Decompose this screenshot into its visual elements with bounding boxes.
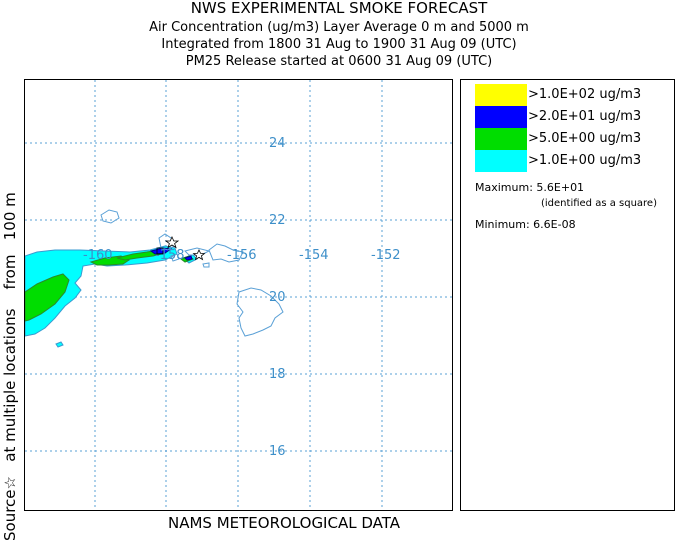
longitude-label: -160 [83, 248, 113, 263]
map-panel: -160 -158 -156 -154 -152 24 22 20 18 16 [24, 79, 453, 511]
source-star-icon [164, 236, 180, 249]
source-side-label: Source☆ at multiple locations from 100 m [1, 192, 19, 541]
legend-panel: >1.0E+02 ug/m3 >2.0E+01 ug/m3 >5.0E+00 u… [460, 79, 675, 511]
longitude-label: -158 [155, 248, 185, 263]
maximum-note: (identified as a square) [541, 198, 657, 209]
latitude-label: 24 [269, 136, 286, 151]
maximum-value: Maximum: 5.6E+01 [475, 181, 585, 194]
coastlines [100, 209, 284, 337]
plume-blue-area [184, 255, 193, 261]
subtitle-release: PM25 Release started at 0600 31 Aug 09 (… [185, 54, 493, 69]
maximum-square-marker [156, 247, 164, 255]
latitude-label: 18 [269, 367, 286, 382]
latitude-label: 20 [269, 290, 286, 305]
legend-label: >1.0E+02 ug/m3 [528, 87, 642, 102]
island-lanai [170, 253, 180, 262]
latitude-label: 22 [269, 213, 286, 228]
chart-title: NWS EXPERIMENTAL SMOKE FORECAST [190, 0, 488, 17]
plume-cyan-area [55, 341, 64, 348]
island-hawaii [236, 287, 284, 337]
subtitle-integration: Integrated from 1800 31 Aug to 1900 31 A… [161, 37, 517, 52]
latitude-labels: 24 22 20 18 16 [269, 136, 286, 459]
island-kahoolawe [202, 262, 210, 268]
legend-label: >1.0E+00 ug/m3 [528, 153, 642, 168]
legend-swatch [475, 128, 527, 150]
plume-cyan-area [25, 245, 178, 337]
island-molokai [184, 247, 211, 256]
legend-swatch [475, 150, 527, 172]
legend-swatch [475, 84, 527, 106]
island-maui [208, 243, 244, 263]
minimum-value: Minimum: 6.6E-08 [475, 218, 576, 231]
source-markers [164, 236, 206, 261]
graticule [25, 80, 452, 510]
legend-label: >2.0E+01 ug/m3 [528, 109, 642, 124]
longitude-labels: -160 -158 -156 -154 -152 [83, 248, 401, 263]
longitude-label: -152 [371, 248, 401, 263]
source-star-icon [192, 249, 206, 261]
legend-label: >5.0E+00 ug/m3 [528, 131, 642, 146]
longitude-label: -154 [299, 248, 329, 263]
map-canvas: -160 -158 -156 -154 -152 24 22 20 18 16 [25, 80, 452, 510]
subtitle-concentration: Air Concentration (ug/m3) Layer Average … [149, 20, 529, 35]
longitude-label: -156 [227, 248, 257, 263]
legend-swatch [475, 106, 527, 128]
data-source-label: NAMS METEOROLOGICAL DATA [168, 514, 400, 532]
latitude-label: 16 [269, 444, 286, 459]
island-niihau [100, 209, 120, 224]
plume-green-area [25, 273, 70, 322]
